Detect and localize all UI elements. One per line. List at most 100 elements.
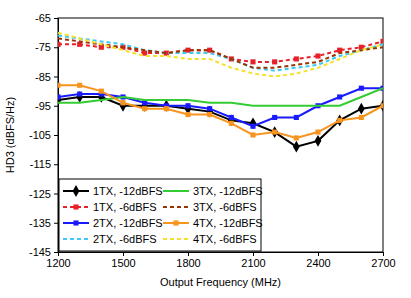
series-marker [229,115,234,120]
legend-label: 1TX, -6dBFS [93,201,157,213]
legend-entry: 2TX, -12dBFS [63,217,163,229]
legend-entry: 3TX, -6dBFS [163,201,257,213]
series-marker [142,100,147,105]
y-tick-mark [54,194,58,195]
y-tick: -135 [29,217,58,229]
y-tick-mark [54,223,58,224]
series [58,33,383,77]
legend-entry: 2TX, -6dBFS [63,233,157,245]
series-marker [164,106,169,111]
x-tick-label: 2400 [306,257,330,269]
series-marker [250,132,255,137]
series [58,88,383,106]
y-axis: -145 -135 -125 -115 -105 -95 -85 -75 -65 [29,12,59,258]
y-tick-label: -135 [29,217,51,229]
y-tick-mark [54,106,58,107]
x-tick-label: 1800 [176,257,200,269]
chart: 120015001800210024002700-145-135-125-115… [0,0,411,298]
legend-label: 4TX, -6dBFS [193,233,257,245]
legend-swatch [163,190,189,192]
series-marker [315,130,320,135]
legend: 1TX, -12dBFS 1TX, -6dBFS 2TX, -12dBFS 2TX, … [59,179,263,251]
series-marker [58,94,61,99]
series-marker [380,103,383,108]
legend-entry: 1TX, -12dBFS [63,185,163,197]
series-marker [250,124,255,129]
series-marker [77,83,82,88]
series-marker [272,59,277,64]
series-marker [163,100,170,112]
x-tick-mark [58,252,59,256]
legend-label: 2TX, -6dBFS [93,233,157,245]
series-marker [294,56,299,61]
series-marker [229,121,234,126]
series-marker [250,59,255,64]
x-tick-mark [318,252,319,256]
series-marker [294,115,299,120]
y-tick: -85 [35,71,58,83]
x-tick: 1500 [111,252,135,269]
series-line [58,85,383,138]
series-marker [337,118,342,123]
series-line [58,88,383,106]
legend-label: 2TX, -12dBFS [93,217,163,229]
series-marker [99,89,104,94]
series-marker [58,83,61,88]
x-tick-mark [383,252,384,256]
series-marker [271,126,278,138]
series-line [58,38,383,67]
series-marker [315,135,322,147]
series-marker [120,100,125,105]
legend-swatch [63,238,89,240]
x-axis-line [59,252,384,253]
y-tick-mark [54,18,58,19]
legend-marker [73,185,80,197]
series-marker [228,114,235,126]
legend-label: 3TX, -6dBFS [193,201,257,213]
y-tick-mark [54,135,58,136]
y-tick: -115 [30,158,58,170]
legend-entry: 4TX, -6dBFS [163,233,257,245]
plot-frame [58,18,383,252]
legend-entry: 3TX, -12dBFS [163,185,263,197]
legend-marker [73,220,78,225]
series-marker [272,115,277,120]
series-marker [207,106,212,111]
y-tick-mark [54,252,58,253]
series-marker [380,39,383,44]
plot-area [58,33,383,153]
series-marker [315,53,320,58]
y-tick-label: -75 [35,41,51,53]
series-marker [380,100,383,112]
legend-label: 1TX, -12dBFS [93,185,163,197]
x-axis: 120015001800210024002700 [46,252,395,269]
series [58,83,383,141]
series-marker [185,112,190,117]
legend-marker [73,204,78,209]
series-marker [207,112,212,117]
y-axis-title: HD3 (dBFS/Hz) [4,97,16,173]
legend-entry: 4TX, -12dBFS [163,217,263,229]
series-marker [250,117,257,129]
y-tick-label: -125 [29,188,51,200]
y-tick: -125 [29,188,58,200]
series-marker [142,106,147,111]
x-tick-label: 2700 [371,257,395,269]
y-tick: -95 [35,100,58,112]
y-tick-label: -145 [29,246,51,258]
x-tick-label: 1200 [46,257,70,269]
y-tick-label: -115 [30,158,51,170]
series-marker [120,100,127,112]
x-axis-title: Output Frequency (MHz) [160,276,281,288]
x-tick: 1800 [176,252,200,269]
series [58,38,383,67]
series-marker [359,86,364,91]
y-tick: -65 [35,12,58,24]
x-tick-mark [188,252,189,256]
y-tick: -75 [35,41,58,53]
series-line [58,36,383,71]
y-tick-label: -105 [29,129,51,141]
series-marker [185,103,190,108]
y-tick-label: -95 [35,100,51,112]
series-marker [76,91,83,103]
